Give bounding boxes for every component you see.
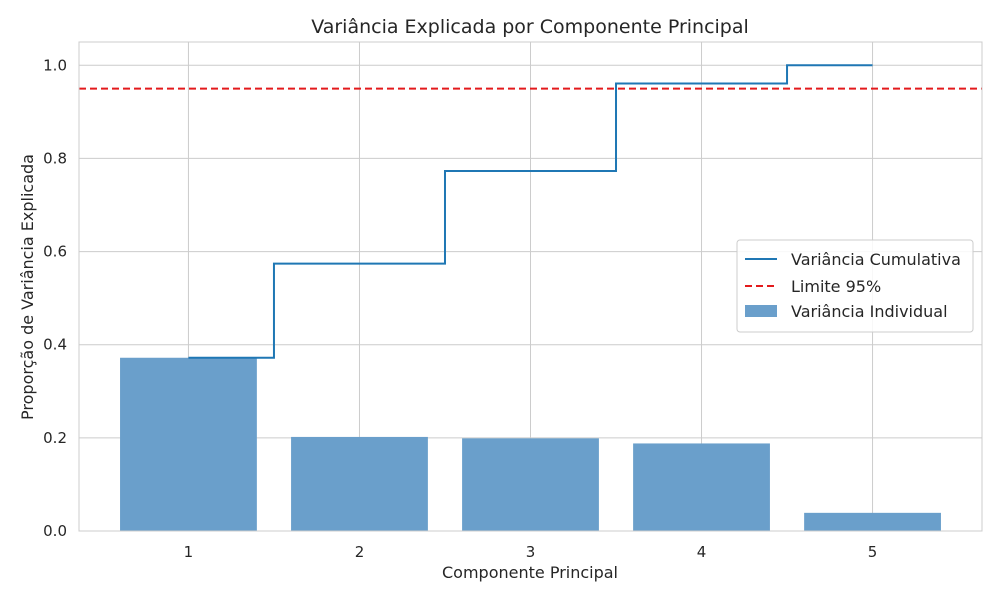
lines xyxy=(79,64,982,359)
y-ticks: 0.0 0.2 0.4 0.6 0.8 1.0 xyxy=(43,56,67,540)
x-tick-label: 4 xyxy=(697,543,707,561)
legend-label-individual: Variância Individual xyxy=(791,302,948,321)
bar-component-3 xyxy=(462,438,599,531)
legend-swatch-individual xyxy=(745,305,777,317)
y-tick-label: 0.8 xyxy=(43,149,67,167)
x-tick-label: 1 xyxy=(184,543,194,561)
bars xyxy=(120,357,941,531)
x-axis-title: Componente Principal xyxy=(442,563,618,582)
plot-frame xyxy=(78,41,983,532)
legend: Variância Cumulativa Limite 95% Variânci… xyxy=(736,239,974,333)
legend-box xyxy=(736,239,974,333)
cumulative-variance-line xyxy=(188,64,873,359)
x-tick-label: 3 xyxy=(526,543,536,561)
bar-component-1 xyxy=(120,357,257,531)
y-axis-title: Proporção de Variância Explicada xyxy=(18,154,37,420)
legend-label-cumulative: Variância Cumulativa xyxy=(791,250,961,269)
y-tick-label: 0.0 xyxy=(43,522,67,540)
y-tick-label: 0.4 xyxy=(43,336,67,354)
bar-component-5 xyxy=(804,512,941,531)
bar-component-4 xyxy=(633,443,770,531)
bar-component-2 xyxy=(291,436,428,531)
chart-title: Variância Explicada por Componente Princ… xyxy=(311,16,749,38)
y-tick-label: 0.2 xyxy=(43,429,67,447)
legend-label-limit: Limite 95% xyxy=(791,277,881,296)
x-tick-label: 5 xyxy=(868,543,878,561)
x-ticks: 1 2 3 4 5 xyxy=(184,543,878,561)
y-tick-label: 1.0 xyxy=(43,56,67,74)
y-tick-label: 0.6 xyxy=(43,243,67,261)
x-tick-label: 2 xyxy=(355,543,365,561)
